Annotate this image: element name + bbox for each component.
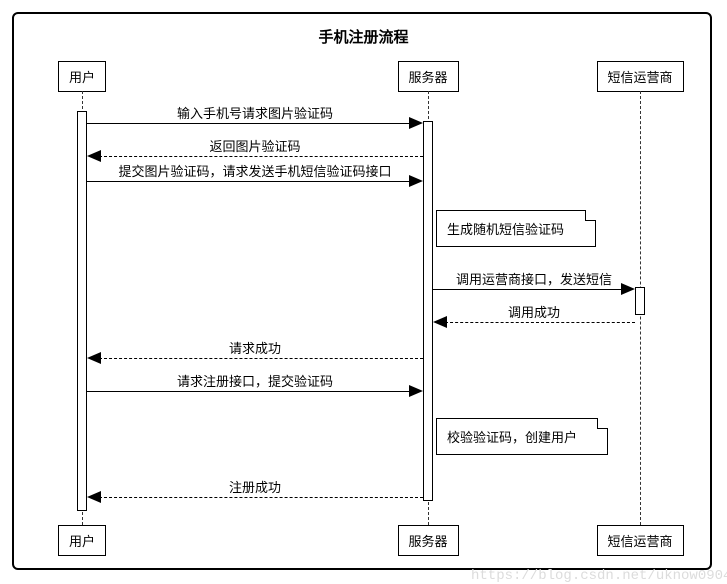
- note-0: 生成随机短信验证码: [436, 210, 596, 247]
- message-line-5: [99, 358, 423, 359]
- message-arrowhead-0: [409, 117, 423, 129]
- message-arrowhead-5: [87, 352, 101, 364]
- message-line-4: [445, 322, 635, 323]
- message-label-1: 返回图片验证码: [210, 136, 301, 155]
- message-arrowhead-7: [87, 491, 101, 503]
- message-label-2: 提交图片验证码，请求发送手机短信验证码接口: [119, 161, 392, 180]
- note-corner-icon: [597, 418, 608, 429]
- message-label-4: 调用成功: [508, 302, 560, 321]
- actor-sms-top: 短信运营商: [597, 61, 684, 92]
- activation-1: [423, 121, 433, 501]
- actor-user-top: 用户: [58, 61, 106, 92]
- message-line-3: [433, 289, 623, 290]
- message-arrowhead-4: [433, 316, 447, 328]
- message-line-2: [87, 181, 411, 182]
- message-arrowhead-2: [409, 175, 423, 187]
- message-arrowhead-3: [621, 283, 635, 295]
- message-label-3: 调用运营商接口，发送短信: [456, 269, 612, 288]
- actor-server-bottom: 服务器: [398, 525, 459, 556]
- message-label-6: 请求注册接口，提交验证码: [177, 371, 333, 390]
- message-line-1: [99, 156, 423, 157]
- note-corner-icon: [585, 210, 596, 221]
- watermark-text: https://blog.csdn.net/uknow0904: [471, 568, 727, 584]
- message-line-0: [87, 123, 411, 124]
- message-label-0: 输入手机号请求图片验证码: [177, 103, 333, 122]
- activation-0: [77, 111, 87, 511]
- diagram-frame: [12, 12, 712, 570]
- message-line-6: [87, 391, 411, 392]
- message-line-7: [99, 497, 423, 498]
- message-label-7: 注册成功: [229, 477, 281, 496]
- message-arrowhead-6: [409, 385, 423, 397]
- diagram-title: 手机注册流程: [0, 26, 727, 47]
- actor-user-bottom: 用户: [58, 525, 106, 556]
- actor-server-top: 服务器: [398, 61, 459, 92]
- diagram-container: 手机注册流程 用户用户服务器服务器短信运营商短信运营商输入手机号请求图片验证码返…: [0, 0, 727, 584]
- message-arrowhead-1: [87, 150, 101, 162]
- message-label-5: 请求成功: [229, 338, 281, 357]
- actor-sms-bottom: 短信运营商: [597, 525, 684, 556]
- activation-2: [635, 287, 645, 315]
- note-1: 校验验证码，创建用户: [436, 418, 608, 455]
